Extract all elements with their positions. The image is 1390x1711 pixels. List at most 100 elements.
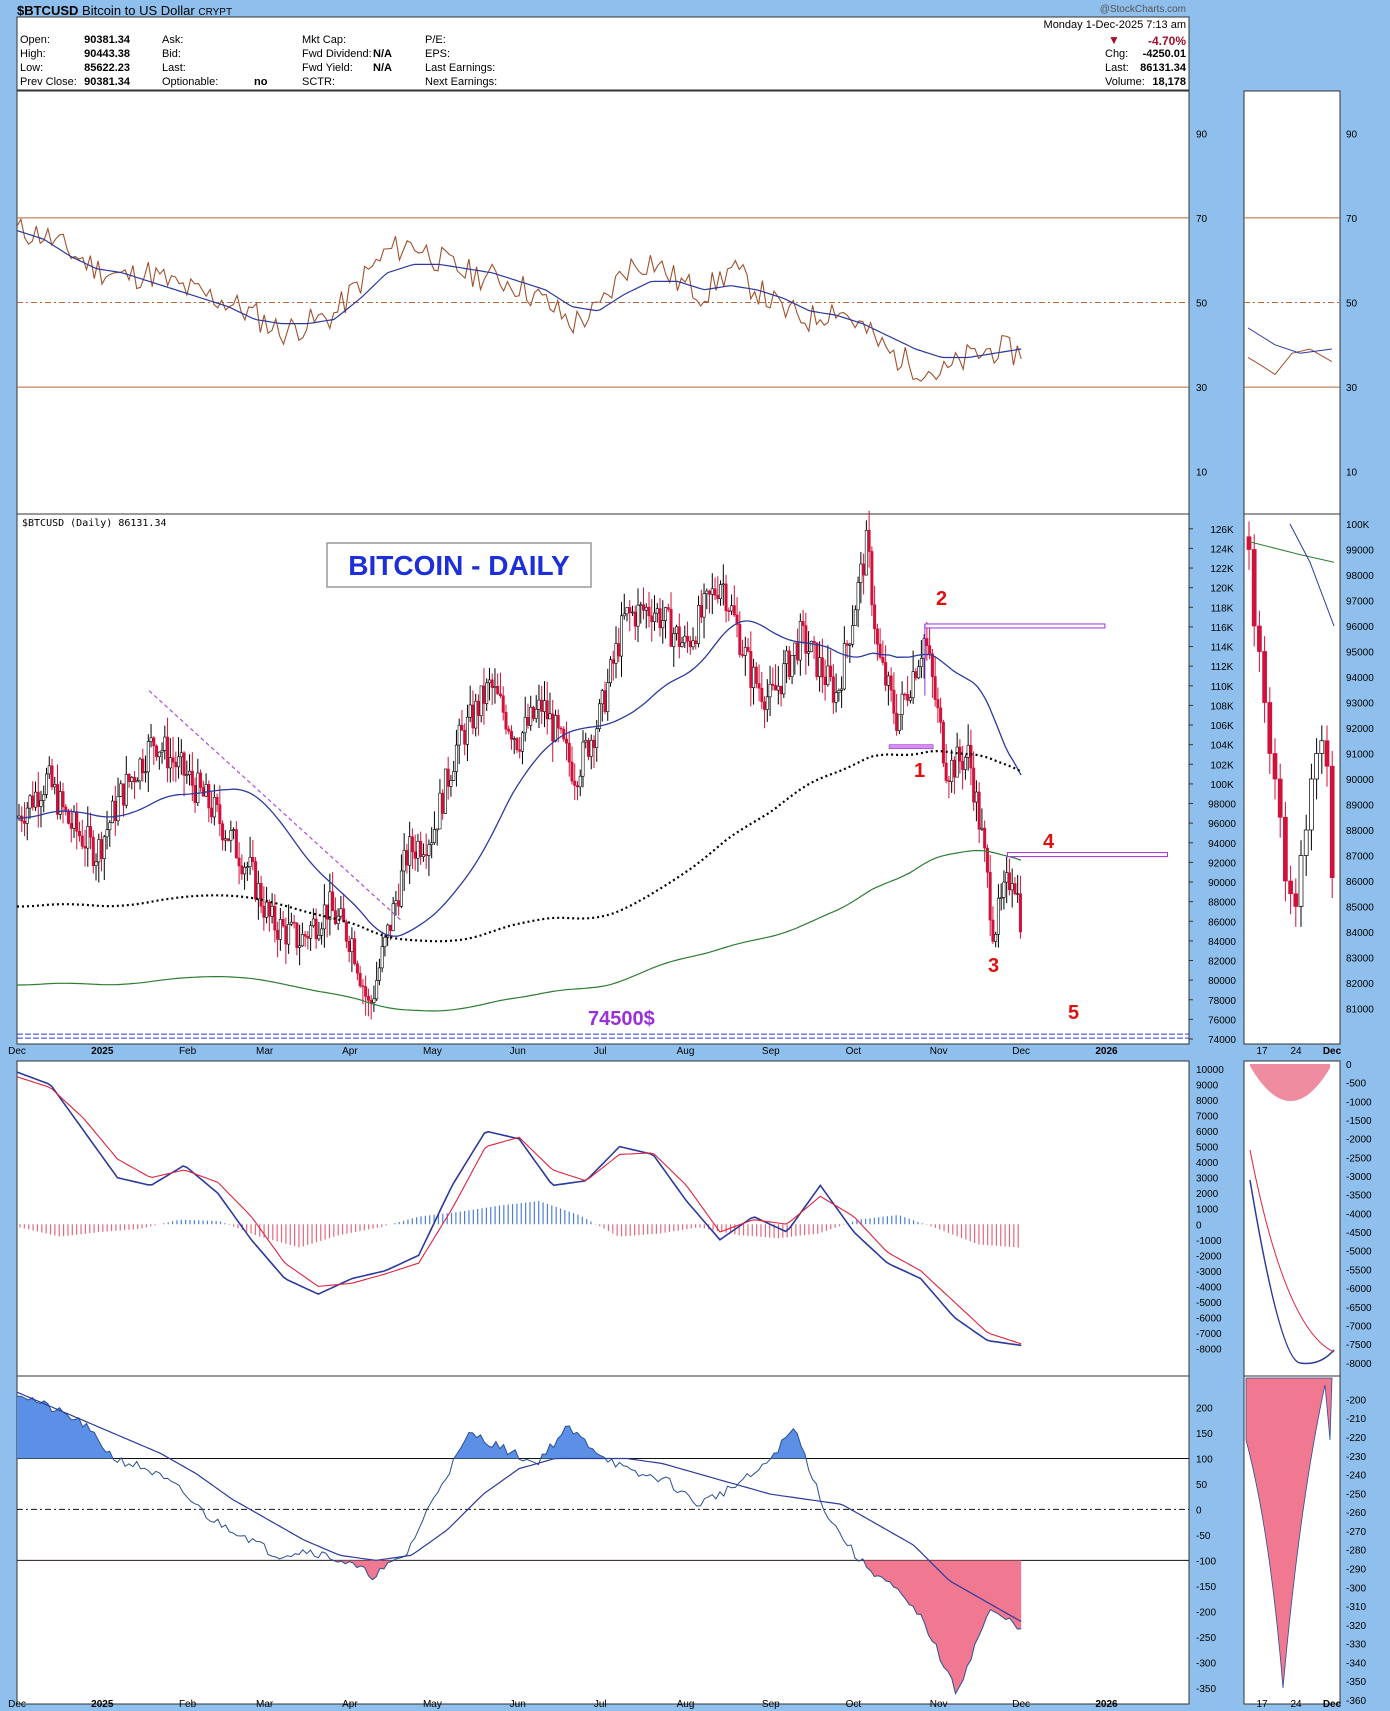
candle-body [487, 679, 491, 684]
candle-body [67, 810, 71, 824]
zoom-price-tick-label: 92000 [1346, 724, 1374, 735]
candle-body [903, 693, 907, 696]
candle-body [69, 823, 73, 829]
zoom-candle-body [1272, 753, 1278, 780]
x-axis-month-label: Apr [342, 1046, 358, 1057]
candle-body [837, 690, 841, 693]
price-tick-label: 120K [1210, 584, 1234, 595]
symbol: $BTCUSD [17, 3, 79, 18]
candle-body [581, 741, 585, 777]
candle-body [980, 827, 984, 830]
macd-line [16, 1071, 1022, 1347]
candle-body [996, 897, 1000, 935]
price-tick-label: 98000 [1208, 800, 1236, 811]
candle-body [476, 700, 480, 716]
pe-label: P/E: [425, 34, 446, 46]
candle-body [518, 749, 522, 752]
cci-panel [16, 1375, 1190, 1705]
x-axis-month-label: Nov [930, 1699, 948, 1710]
candle-body [999, 897, 1003, 899]
sctr-label: SCTR: [302, 76, 335, 88]
candle-body [793, 642, 797, 656]
candle-body [749, 650, 753, 688]
candle-body [298, 945, 302, 948]
zoom-price-tick-label: 93000 [1346, 699, 1374, 710]
candle-body [699, 605, 703, 618]
candle-body [237, 857, 241, 867]
candle-body [534, 708, 538, 719]
zoom-macd-tick-label: -5500 [1346, 1265, 1372, 1276]
candle-body [669, 608, 673, 647]
candle-body [501, 695, 505, 713]
zoom-cci-tick-label: -290 [1346, 1564, 1366, 1575]
macd-tick-label: -1000 [1196, 1236, 1222, 1247]
candle-body [592, 739, 596, 748]
candle-body [972, 767, 976, 803]
prev-close-label: Prev Close: [20, 76, 77, 88]
candle-body [691, 640, 695, 648]
price-tick-label: 114K [1211, 643, 1234, 654]
candle-body [845, 643, 849, 646]
candle-body [358, 972, 362, 987]
target-price-label: 74500$ [588, 1008, 655, 1030]
candle-body [405, 850, 409, 866]
macd-tick-label: 10000 [1196, 1065, 1224, 1076]
zoom-x-axis-label: 17 [1256, 1046, 1268, 1057]
candle-body [300, 934, 304, 947]
candle-body [856, 582, 860, 611]
wave4-box [1006, 852, 1168, 858]
candle-body [584, 740, 588, 743]
zoom-rsi-tick-label: 90 [1346, 129, 1358, 140]
candle-body [353, 938, 357, 965]
prev-close-value: 90381.34 [84, 76, 130, 88]
candle-body [906, 693, 910, 701]
x-axis-month-label: 2026 [1095, 1699, 1118, 1710]
candle-body [454, 744, 458, 772]
candle-body [933, 676, 937, 700]
cci-oversold-fill [17, 1560, 1022, 1694]
candle-body [377, 967, 381, 981]
candle-body [680, 642, 684, 647]
wave2-box [924, 623, 1106, 629]
candle-body [331, 891, 335, 911]
macd-tick-label: -5000 [1196, 1298, 1222, 1309]
candle-body [221, 823, 225, 841]
x-axis-month-label: 2026 [1095, 1046, 1118, 1057]
candle-body [64, 806, 68, 812]
candle-body [45, 773, 49, 795]
price-tick-label: 112K [1211, 662, 1234, 673]
zoom-price-tick-label: 94000 [1346, 673, 1374, 684]
price-tick-label: 82000 [1208, 957, 1236, 968]
candle-body [834, 692, 838, 703]
high-label: High: [20, 48, 46, 60]
candle-body [567, 742, 571, 763]
candle-body [969, 744, 973, 769]
candle-body [100, 839, 104, 860]
candle-body [47, 765, 51, 775]
candle-body [174, 761, 178, 768]
zoom-candle-body [1298, 855, 1304, 907]
candle-body [306, 935, 310, 939]
x-axis-month-label: Dec [1012, 1046, 1030, 1057]
candle-body [523, 717, 527, 734]
candle-body [149, 737, 153, 742]
candle-body [853, 609, 857, 626]
candle-body [666, 607, 670, 610]
candle-body [974, 791, 978, 803]
zoom-cci-tick-label: -210 [1346, 1414, 1366, 1425]
candle-body [36, 791, 40, 807]
price-tick-label: 100K [1210, 780, 1234, 791]
fwd-dividend-value: N/A [373, 48, 392, 60]
candle-body [675, 626, 679, 634]
candle-body [540, 699, 544, 712]
candle-body [245, 866, 249, 868]
price-tick-label: 78000 [1208, 996, 1236, 1007]
candle-body [908, 697, 912, 701]
cci-tick-label: 0 [1196, 1505, 1202, 1516]
candle-body [512, 738, 516, 740]
candle-body [504, 712, 508, 730]
candle-body [347, 940, 351, 952]
candle-body [262, 905, 266, 918]
candle-body [1013, 883, 1017, 895]
macd-tick-label: 9000 [1196, 1081, 1219, 1092]
